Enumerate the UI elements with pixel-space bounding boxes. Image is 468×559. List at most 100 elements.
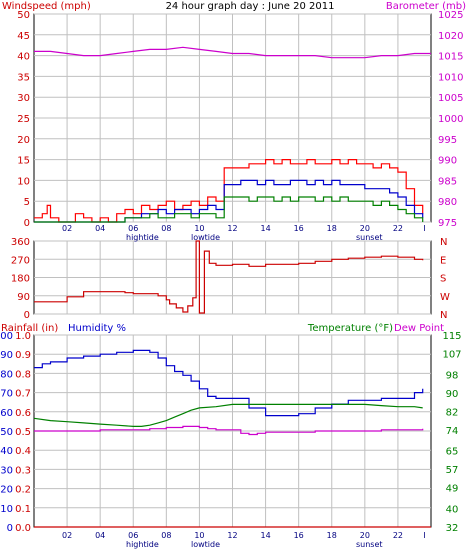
wind-y-tick-label: 40 [17, 52, 30, 63]
wind-y-tick-label: 5 [24, 197, 30, 208]
rain-y-tick-label: 0.3 [15, 465, 31, 476]
humidity-y-tick-label: 100 [0, 331, 13, 342]
x-tick-label: 18 [327, 224, 337, 233]
direction-y-tick-label: 0 [24, 310, 30, 321]
humidity-y-tick-label: 40 [0, 446, 13, 457]
rain-y-tick-label: 1.0 [15, 331, 31, 342]
barometer-y-tick-label: 985 [438, 176, 457, 187]
humidity-y-tick-label: 0 [7, 523, 13, 534]
x-tick-label: 10 [194, 224, 204, 233]
barometer-y-tick-label: 1025 [438, 10, 463, 21]
temperature-y-tick-label: 98 [446, 370, 459, 381]
barometer-y-tick-label: 975 [438, 218, 457, 229]
humidity-y-tick-label: 50 [0, 427, 13, 438]
barometer-y-tick-label: 1020 [438, 31, 463, 42]
rain-y-tick-label: 0.7 [15, 389, 31, 400]
barometer-axis-title: Barometer (mb) [386, 1, 466, 12]
barometer-y-tick-label: 1005 [438, 93, 463, 104]
rain-y-tick-label: 0.5 [15, 427, 31, 438]
rain-y-tick-label: 0.9 [15, 350, 31, 361]
temperature-series [33, 403, 423, 427]
wind-y-tick-label: 50 [17, 10, 30, 21]
wind-y-tick-label: 20 [17, 135, 30, 146]
barometer-y-tick-label: 995 [438, 135, 457, 146]
x-tick-label-bottom: 10 [194, 531, 204, 540]
humidity-y-tick-label: 80 [0, 369, 13, 380]
temperature-y-tick-label: 74 [446, 426, 459, 437]
humidity-y-tick-label: 70 [0, 389, 13, 400]
temperature-axis-title: Temperature (°F) [307, 323, 393, 334]
temperature-y-tick-label: 40 [446, 504, 459, 515]
rain-y-tick-label: 0.8 [15, 369, 31, 380]
x-tick-label-bottom: 08 [161, 531, 171, 540]
dewpoint-series [34, 425, 424, 436]
compass-label: N [440, 237, 447, 248]
windspeed-axis-title: Windspeed (mph) [2, 1, 91, 12]
wind-y-tick-label: 25 [17, 114, 30, 125]
temperature-y-tick-label: 57 [446, 465, 459, 476]
x-tick-label-bottom: 06 [128, 531, 138, 540]
x-tick-label: 16 [294, 224, 304, 233]
sunset-annotation: sunset [356, 233, 383, 242]
x-tick-label: 22 [393, 224, 403, 233]
sunset-annotation-bottom: sunset [356, 540, 383, 549]
temperature-y-tick-label: 82 [446, 407, 459, 418]
compass-label: N [440, 310, 447, 321]
rainfall-axis-title: Rainfall (in) [1, 323, 58, 334]
compass-label: S [440, 274, 446, 285]
direction-y-tick-label: 270 [11, 255, 30, 266]
rain-y-tick-label: 0.6 [15, 408, 31, 419]
humidity-y-tick-label: 20 [0, 485, 13, 496]
humidity-y-tick-label: 30 [0, 465, 13, 476]
direction-y-tick-label: 180 [11, 274, 30, 285]
x-tick-label-bottom: 16 [294, 531, 304, 540]
barometer-y-tick-label: 1000 [438, 114, 463, 125]
x-tick-label-bottom: 18 [327, 531, 337, 540]
barometer-y-tick-label: 980 [438, 197, 457, 208]
wind-gust-series [34, 159, 424, 223]
x-tick-label-bottom: 12 [227, 531, 237, 540]
x-tick-label-bottom: 04 [95, 531, 105, 540]
barometer-series [34, 46, 431, 59]
x-tick-label: 02 [62, 224, 72, 233]
x-tick-label: 12 [227, 224, 237, 233]
hightide-annotation-bottom: hightide [126, 540, 159, 549]
x-tick-label: 14 [260, 224, 270, 233]
humidity-axis-title: Humidity % [68, 323, 126, 334]
temperature-y-tick-label: 107 [442, 350, 461, 361]
x-tick-label: 20 [360, 224, 370, 233]
wind-y-tick-label: 10 [17, 176, 30, 187]
wind-min-series [34, 196, 424, 223]
barometer-y-tick-label: 990 [438, 156, 457, 167]
dewpoint-axis-title: Dew Point [394, 323, 444, 334]
rain-y-tick-label: 0.0 [15, 523, 31, 534]
rain-y-tick-label: 0.2 [15, 485, 31, 496]
rain-y-tick-label: 0.1 [15, 504, 31, 515]
rain-y-tick-label: 0.4 [15, 446, 31, 457]
x-tick-label-bottom: I [423, 531, 425, 540]
x-tick-label: 04 [95, 224, 105, 233]
x-tick-label: 06 [128, 224, 138, 233]
hightide-annotation: hightide [126, 233, 159, 242]
temperature-y-tick-label: 49 [446, 484, 459, 495]
x-tick-label: I [423, 224, 425, 233]
humidity-y-tick-label: 10 [0, 504, 13, 515]
x-tick-label-bottom: 20 [360, 531, 370, 540]
wind-y-tick-label: 35 [17, 72, 30, 83]
direction-y-tick-label: 360 [11, 237, 30, 248]
temperature-y-tick-label: 32 [446, 523, 459, 534]
lowtide-annotation-bottom: lowtide [191, 540, 220, 549]
temperature-y-tick-label: 115 [442, 331, 461, 342]
x-tick-label-bottom: 22 [393, 531, 403, 540]
wind-y-tick-label: 0 [24, 218, 30, 229]
wind-y-tick-label: 15 [17, 156, 30, 167]
barometer-y-tick-label: 1010 [438, 72, 463, 83]
wind-direction-series [34, 240, 424, 314]
chart-title: 24 hour graph day : June 20 2011 [166, 1, 335, 12]
compass-label: E [440, 255, 446, 266]
temperature-y-tick-label: 90 [446, 389, 459, 400]
humidity-y-tick-label: 60 [0, 408, 13, 419]
x-tick-label-bottom: 14 [260, 531, 270, 540]
wind-y-tick-label: 30 [17, 93, 30, 104]
